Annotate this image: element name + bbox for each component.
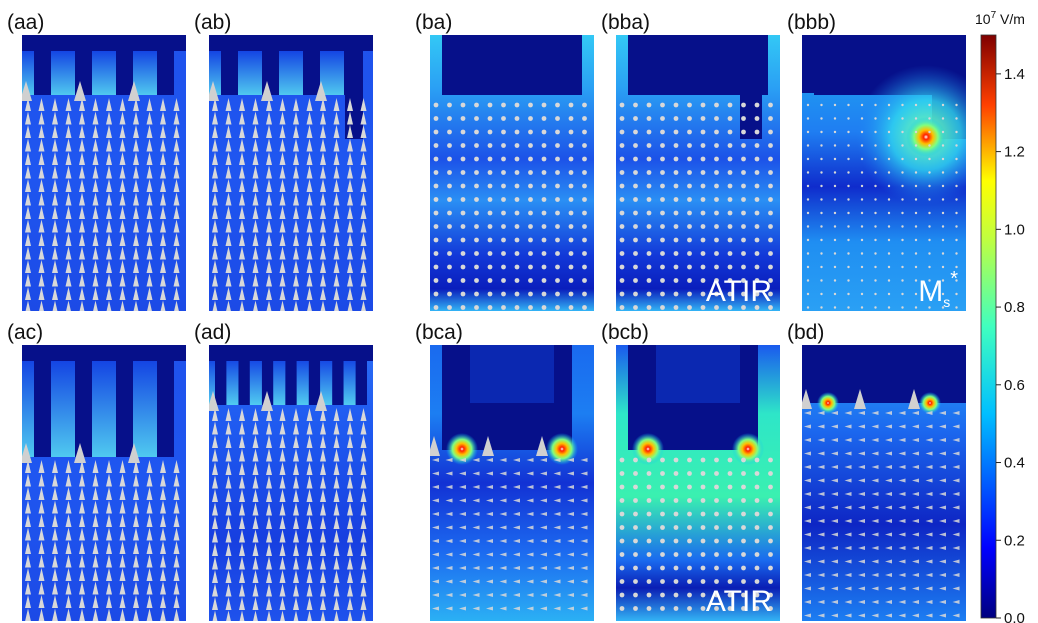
panel: ATIR (bba) bbox=[601, 11, 780, 311]
colorbar-unit-base: 10 bbox=[975, 11, 991, 27]
panel-label: (bca) bbox=[415, 321, 463, 344]
edge-vectors bbox=[209, 391, 327, 411]
field-hotspots bbox=[856, 65, 966, 205]
field-hotspots bbox=[632, 433, 764, 465]
panel-grid: (aa) (ab) (ba) ATIR (bba) Ms* (bbb) (ac) (ad) (bc… bbox=[7, 11, 966, 621]
colorbar-tick-label: 0.0 bbox=[1004, 610, 1025, 623]
colorbar-unit: 107 V/m bbox=[975, 10, 1025, 27]
insert-region bbox=[628, 35, 768, 139]
insert-region bbox=[22, 345, 186, 457]
field-hotspots bbox=[817, 392, 941, 414]
field-vectors bbox=[619, 457, 773, 611]
panel-label: (bcb) bbox=[601, 321, 649, 344]
colorbar-tick-label: 0.8 bbox=[1004, 299, 1025, 316]
insert-region bbox=[442, 345, 572, 450]
panel-annotation: Ms* bbox=[918, 268, 958, 310]
field-vectors bbox=[212, 98, 367, 311]
colorbar-tick-label: 1.2 bbox=[1004, 144, 1025, 161]
insert-region bbox=[209, 345, 373, 405]
panel-label: (bba) bbox=[601, 11, 650, 34]
colorbar-tick-label: 0.6 bbox=[1004, 377, 1025, 394]
field-vectors bbox=[619, 102, 773, 310]
colorbar-tick-label: 0.2 bbox=[1004, 532, 1025, 549]
colorbar-gradient bbox=[980, 34, 997, 619]
colorbar: 107 V/m 1.4 1.2 1.0 0.8 0.6 0.4 0.2 0.0 bbox=[975, 10, 1025, 623]
insert-region bbox=[628, 345, 758, 450]
panel: ATIR (bcb) bbox=[601, 321, 780, 621]
field-vectors bbox=[432, 458, 588, 611]
edge-vectors bbox=[22, 81, 140, 101]
edge-vectors bbox=[209, 81, 327, 101]
panel: (ac) bbox=[7, 321, 186, 621]
panel: (ad) bbox=[194, 321, 373, 621]
insert-region bbox=[209, 35, 373, 139]
field-vectors bbox=[804, 411, 960, 618]
colorbar-ticks: 1.4 1.2 1.0 0.8 0.6 0.4 0.2 0.0 bbox=[996, 66, 1025, 623]
field-vectors bbox=[212, 408, 367, 621]
field-vectors bbox=[25, 460, 180, 621]
panel-label: (ad) bbox=[194, 321, 231, 344]
edge-vectors bbox=[22, 443, 140, 463]
panel: (aa) bbox=[7, 11, 186, 311]
panel-label: (ab) bbox=[194, 11, 231, 34]
insert-region bbox=[22, 35, 186, 95]
colorbar-tick-label: 1.4 bbox=[1004, 66, 1025, 83]
colorbar-tick-label: 0.4 bbox=[1004, 455, 1025, 472]
panel-annotation: ATIR bbox=[706, 275, 772, 308]
panel: (bca) bbox=[415, 321, 594, 621]
panel-annotation: ATIR bbox=[706, 585, 772, 618]
insert-region bbox=[442, 35, 582, 95]
panel: (ba) bbox=[415, 11, 594, 311]
panel-label: (ba) bbox=[415, 11, 452, 34]
field-vectors bbox=[25, 98, 180, 311]
panel: (bd) bbox=[787, 321, 966, 621]
panel-label: (bd) bbox=[787, 321, 824, 344]
colorbar-unit-text: V/m bbox=[1000, 11, 1025, 27]
colorbar-unit-exp: 7 bbox=[991, 10, 997, 21]
panel-label: (ac) bbox=[7, 321, 43, 344]
panel-label: (aa) bbox=[7, 11, 44, 34]
colorbar-tick-label: 1.0 bbox=[1004, 221, 1025, 238]
panel: (ab) bbox=[194, 11, 373, 311]
edge-vectors bbox=[802, 389, 920, 409]
edge-vectors bbox=[430, 436, 548, 456]
panel-label: (bbb) bbox=[787, 11, 836, 34]
panel: Ms* (bbb) bbox=[787, 11, 966, 311]
field-vectors bbox=[433, 102, 587, 310]
field-hotspots bbox=[446, 433, 578, 465]
field-vectors bbox=[806, 103, 958, 309]
